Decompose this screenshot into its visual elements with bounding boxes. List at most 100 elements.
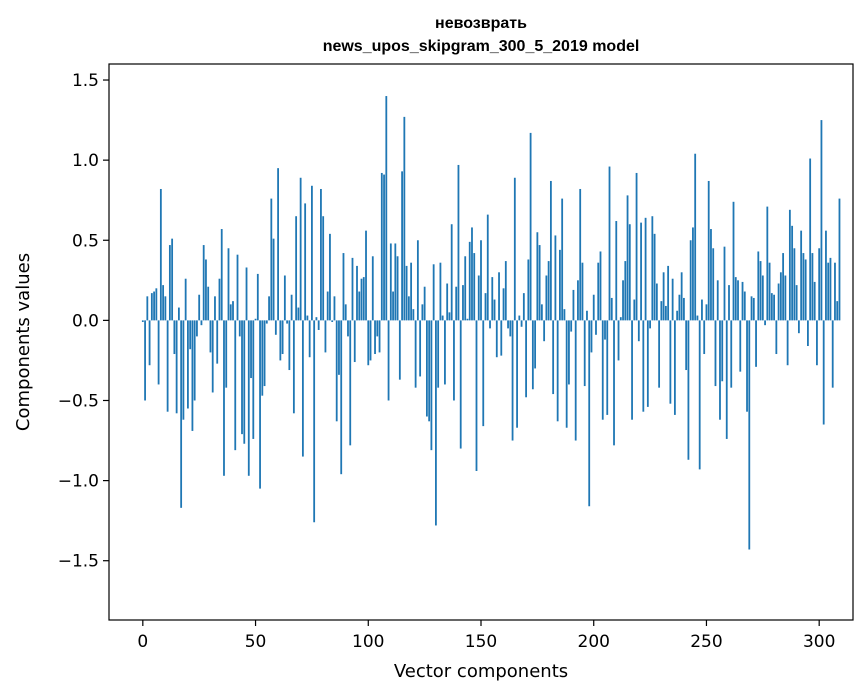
y-tick-label: 0.0 — [72, 311, 99, 331]
bar — [782, 253, 785, 321]
bar — [622, 280, 624, 321]
bar — [216, 320, 219, 364]
bar — [619, 317, 622, 321]
bar — [486, 214, 489, 321]
bar — [570, 320, 573, 332]
bar — [342, 253, 345, 321]
bar — [410, 262, 413, 321]
bar — [243, 320, 246, 444]
bar — [522, 293, 525, 321]
bar — [209, 320, 212, 353]
bar — [353, 320, 356, 363]
bar — [606, 320, 609, 415]
bar — [509, 320, 512, 337]
bar — [779, 272, 782, 321]
bar — [225, 320, 228, 388]
bar — [356, 265, 358, 321]
bar — [640, 222, 642, 321]
y-tick-label: 1.5 — [72, 71, 99, 91]
bar — [446, 283, 449, 321]
bar — [468, 241, 471, 321]
bar — [313, 320, 316, 523]
bar — [383, 174, 385, 321]
bar — [737, 280, 739, 321]
bar — [491, 277, 494, 321]
bar — [171, 238, 174, 321]
bar — [613, 320, 615, 446]
bar — [180, 320, 183, 508]
bar — [820, 120, 823, 321]
bar — [800, 230, 803, 321]
bar — [721, 320, 724, 382]
bars-group — [141, 96, 841, 550]
bar — [279, 320, 282, 361]
bar — [398, 320, 401, 380]
bar — [495, 320, 498, 358]
bar — [568, 320, 570, 385]
bar — [349, 320, 352, 446]
bar — [223, 320, 225, 476]
bar — [164, 296, 167, 321]
bar — [292, 320, 295, 414]
bar — [277, 168, 279, 321]
bar — [714, 320, 717, 387]
bar — [256, 273, 259, 321]
bar — [378, 320, 381, 353]
bar — [728, 285, 730, 321]
bar — [766, 206, 769, 321]
bar — [331, 320, 334, 322]
bar — [414, 320, 417, 388]
y-tick-label: 1.0 — [72, 151, 99, 171]
bar — [748, 320, 751, 550]
bar — [344, 304, 347, 321]
bar — [687, 320, 690, 460]
bar — [746, 320, 748, 412]
bar — [534, 320, 537, 369]
bar — [141, 320, 144, 322]
bar — [412, 309, 415, 321]
bar — [518, 315, 521, 321]
bar — [489, 320, 491, 329]
bar — [752, 297, 755, 321]
bar — [694, 153, 697, 321]
bar — [387, 320, 390, 401]
bar — [315, 317, 318, 321]
bar — [182, 320, 185, 420]
y-tick-label: −1.5 — [58, 552, 99, 572]
bar — [234, 320, 237, 451]
bar — [238, 320, 241, 337]
bar — [513, 177, 516, 321]
bar — [322, 216, 325, 321]
bar — [268, 296, 270, 321]
bar — [385, 96, 388, 321]
bar — [617, 320, 620, 361]
bar — [425, 320, 428, 417]
bar — [374, 320, 376, 355]
bar — [804, 259, 807, 321]
bar — [809, 158, 812, 321]
bar — [453, 320, 455, 401]
bar — [193, 320, 196, 401]
bar — [759, 261, 762, 321]
bar — [439, 262, 442, 321]
bar — [579, 188, 582, 321]
bar — [730, 320, 733, 388]
bar — [191, 320, 194, 431]
bar — [504, 261, 507, 321]
bar — [371, 256, 374, 321]
bar — [592, 294, 595, 321]
bar — [376, 320, 379, 337]
bar — [549, 180, 552, 321]
bar — [784, 275, 787, 321]
bar — [473, 253, 476, 321]
bar — [320, 188, 322, 321]
bar — [168, 245, 171, 321]
bar — [777, 283, 780, 321]
bar — [633, 299, 636, 321]
bar — [338, 320, 340, 375]
bar — [362, 277, 365, 321]
bar — [678, 294, 681, 321]
bar — [768, 262, 771, 321]
bar — [475, 320, 478, 471]
bar — [351, 257, 354, 321]
